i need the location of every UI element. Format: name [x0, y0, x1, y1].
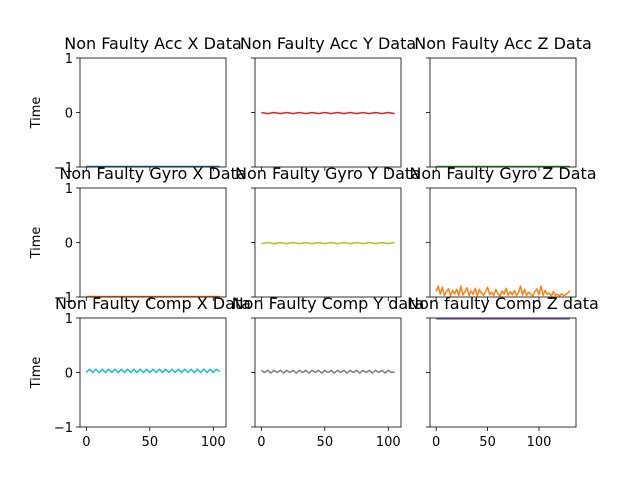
- series-line: [261, 241, 395, 245]
- subplot-8: 0 50 100 Non Faulty Comp Y data: [232, 294, 425, 450]
- subplot-2: Non Faulty Acc Y Data: [240, 34, 416, 171]
- axes-frame: [254, 187, 402, 298]
- subplot-1: 1 0 −1 Time Non Faulty Acc X Data: [29, 34, 242, 176]
- y-tick-label: 1: [65, 312, 73, 327]
- subplot-title: Non Faulty Acc Z Data: [414, 34, 592, 53]
- x-tick-label: 100: [376, 435, 401, 450]
- x-tick-label: 50: [142, 435, 159, 450]
- y-tick-label: 1: [65, 52, 73, 67]
- subplot-title: Non Faulty Acc Y Data: [240, 34, 416, 53]
- x-tick-label: 50: [317, 435, 334, 450]
- axes-frame: [429, 187, 577, 298]
- subplot-title: Non Faulty Gyro Y Data: [235, 164, 421, 183]
- subplot-6: Non Faulty Gyro Z Data: [409, 164, 597, 301]
- y-tick-label: −1: [54, 161, 73, 176]
- series-line: [260, 369, 395, 374]
- axes-frame: [429, 57, 577, 168]
- y-axis-label: Time: [29, 227, 44, 260]
- x-tick-label: 100: [201, 435, 226, 450]
- subplot-4: 1 0 −1 Time Non Faulty Gyro X Data: [29, 164, 247, 306]
- y-tick-label: 0: [65, 237, 73, 252]
- y-tick-label: −1: [54, 291, 73, 306]
- axes-frame: [429, 317, 577, 428]
- axes-frame: [79, 317, 227, 428]
- y-tick-label: 0: [65, 367, 73, 382]
- x-tick-label: 0: [82, 435, 90, 450]
- subplot-5: Non Faulty Gyro Y Data: [235, 164, 421, 301]
- subplot-3: Non Faulty Acc Z Data: [414, 34, 592, 171]
- subplot-title: Non Faulty Gyro Z Data: [409, 164, 596, 183]
- subplot-title: Non Faulty Comp Y data: [232, 294, 425, 313]
- x-tick-label: 50: [479, 435, 496, 450]
- x-tick-label: 100: [527, 435, 552, 450]
- y-axis-label: Time: [29, 97, 44, 130]
- series-line: [85, 368, 221, 374]
- axes-frame: [79, 57, 227, 168]
- subplot-9: 0 50 100 Non faulty Comp Z data: [407, 294, 599, 450]
- axes-frame: [254, 317, 402, 428]
- subplot-title: Non faulty Comp Z data: [407, 294, 599, 313]
- series-line: [435, 285, 571, 297]
- y-tick-label: −1: [54, 421, 73, 436]
- subplot-7: 1 0 −1 0 50 100 Time Non Faulty Comp X Data: [29, 294, 251, 450]
- subplot-title: Non Faulty Comp X Data: [55, 294, 251, 313]
- y-tick-label: 1: [65, 182, 73, 197]
- subplot-title: Non Faulty Gyro X Data: [59, 164, 246, 183]
- x-tick-label: 0: [257, 435, 265, 450]
- axes-frame: [79, 187, 227, 298]
- series-line: [261, 111, 395, 115]
- axes-frame: [254, 57, 402, 168]
- x-tick-label: 0: [432, 435, 440, 450]
- y-tick-label: 0: [65, 107, 73, 122]
- subplot-title: Non Faulty Acc X Data: [64, 34, 242, 53]
- y-axis-label: Time: [29, 357, 44, 390]
